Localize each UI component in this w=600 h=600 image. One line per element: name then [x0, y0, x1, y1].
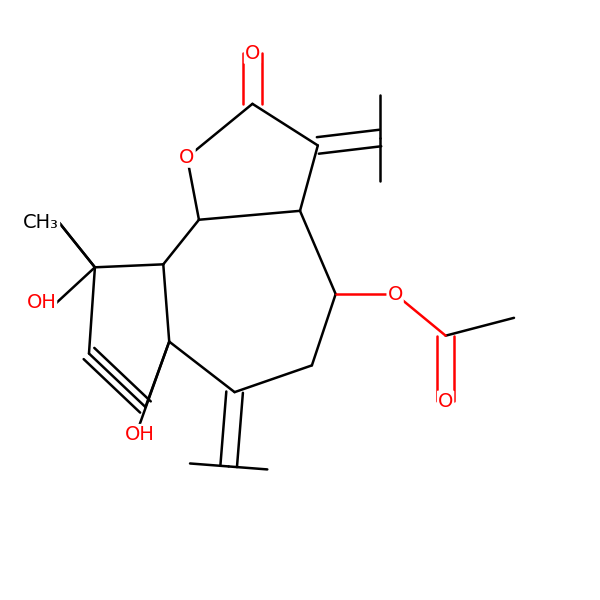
Text: OH: OH [125, 425, 154, 444]
Text: O: O [245, 44, 260, 63]
Text: O: O [438, 392, 454, 410]
Text: CH₃: CH₃ [23, 213, 59, 232]
Text: OH: OH [26, 293, 56, 313]
Text: O: O [179, 148, 195, 167]
Text: O: O [388, 284, 403, 304]
